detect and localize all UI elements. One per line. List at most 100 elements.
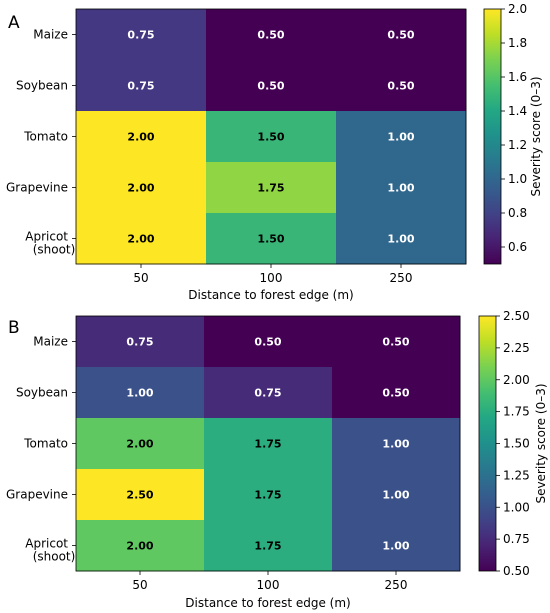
colorbar-tick-label: 1.4 [508,104,527,118]
y-tick-label: Tomato [23,130,68,144]
cell-value-label: 0.75 [126,336,153,349]
colorbar-tick-label: 1.50 [503,437,530,451]
cell-value-label: 0.75 [127,29,154,42]
colorbar-tick-label: 1.0 [508,172,527,186]
cell-value-label: 0.50 [254,336,281,349]
heatmap-cell [204,469,333,521]
colorbar-tick-label: 1.2 [508,138,527,152]
colorbar-tick-label: 1.75 [503,405,530,419]
x-tick-label: 100 [257,578,280,592]
heatmap-cell [76,9,207,61]
heatmap-cell [76,469,205,521]
heatmap-cell [206,162,337,214]
cell-value-label: 0.50 [382,387,409,400]
cell-value-label: 1.75 [254,438,281,451]
cell-value-label: 2.50 [126,489,153,502]
cell-value-label: 2.00 [127,233,154,246]
cell-value-label: 1.00 [382,438,409,451]
colorbar-tick-label: 0.50 [503,564,530,578]
heatmap-cell [76,520,205,572]
heatmap-cell [336,162,467,214]
heatmap-cell [336,9,467,61]
y-tick-label: Soybean [16,79,68,93]
colorbar-tick-label: 1.25 [503,468,530,482]
heatmap-cell [76,111,207,163]
y-tick-label: Grapevine [6,488,68,502]
heatmap-cell [206,9,337,61]
heatmap-cell [332,520,461,572]
heatmap-cell [204,520,333,572]
cell-value-label: 1.00 [126,387,153,400]
cell-value-label: 0.50 [257,29,284,42]
cell-value-label: 0.50 [387,29,414,42]
heatmap-cell [76,418,205,470]
y-tick-sublabel: (shoot) [33,550,76,564]
cell-value-label: 2.00 [126,438,153,451]
y-tick-label: Grapevine [6,181,68,195]
colorbar-tick-label: 2.0 [508,2,527,16]
cell-value-label: 1.75 [257,182,284,195]
cell-value-label: 1.00 [387,131,414,144]
heatmap-cell [76,367,205,419]
colorbar-title: Severity score (0–3) [534,383,548,503]
panel-b: B 0.75 0.50 0.50 1.00 0.75 0.50 2.00 1.75 1.00 2.5… [6,309,548,610]
cell-value-label: 1.00 [387,182,414,195]
heatmap-cell [206,111,337,163]
heatmap-cell [206,60,337,112]
heatmap-cell [76,316,205,368]
x-tick-label: 100 [260,271,283,285]
heatmap-cell [76,162,207,214]
colorbar-tick-label: 1.6 [508,70,527,84]
x-tick-label: 50 [132,578,147,592]
colorbar-tick-label: 2.00 [503,373,530,387]
colorbar [483,8,502,265]
y-tick-label: Apricot [25,537,68,551]
x-tick-label: 250 [385,578,408,592]
x-axis-title: Distance to forest edge (m) [185,596,350,610]
colorbar-tick-label: 0.8 [508,206,527,220]
heatmap-cell [204,316,333,368]
cell-value-label: 1.75 [254,540,281,553]
cell-value-label: 2.00 [127,131,154,144]
cell-value-label: 1.00 [382,489,409,502]
y-tick-label: Apricot [25,230,68,244]
heatmap-cell [204,418,333,470]
heatmap-cell [336,111,467,163]
panel-label: A [8,13,20,33]
cell-value-label: 1.00 [387,233,414,246]
cell-value-label: 1.50 [257,131,284,144]
y-tick-label: Maize [33,335,68,349]
colorbar [478,315,497,572]
cell-value-label: 0.50 [382,336,409,349]
y-tick-label: Soybean [16,386,68,400]
cell-value-label: 0.75 [254,387,281,400]
x-axis-title: Distance to forest edge (m) [188,288,353,302]
colorbar-tick-label: 2.50 [503,309,530,323]
heatmap-cell [206,213,337,265]
panel-label: B [8,318,20,338]
colorbar-tick-label: 2.25 [503,341,530,355]
heatmap-cell [76,60,207,112]
colorbar-tick-label: 0.6 [508,240,527,254]
cell-value-label: 0.50 [257,80,284,93]
y-tick-label: Maize [33,28,68,42]
heatmap-cell [204,367,333,419]
x-tick-label: 50 [133,271,148,285]
y-tick-label: Tomato [23,437,68,451]
heatmap-cell [336,213,467,265]
colorbar-tick-label: 1.8 [508,36,527,50]
y-tick-sublabel: (shoot) [33,243,76,257]
heatmap-cell [332,316,461,368]
cell-value-label: 1.50 [257,233,284,246]
heatmap-cell [332,418,461,470]
heatmap-cell [332,469,461,521]
heatmap-cell [76,213,207,265]
cell-value-label: 1.75 [254,489,281,502]
cell-value-label: 0.75 [127,80,154,93]
heatmap-cell [332,367,461,419]
colorbar-title: Severity score (0–3) [529,76,543,196]
colorbar-tick-label: 0.75 [503,532,530,546]
cell-value-label: 1.00 [382,540,409,553]
cell-value-label: 2.00 [126,540,153,553]
